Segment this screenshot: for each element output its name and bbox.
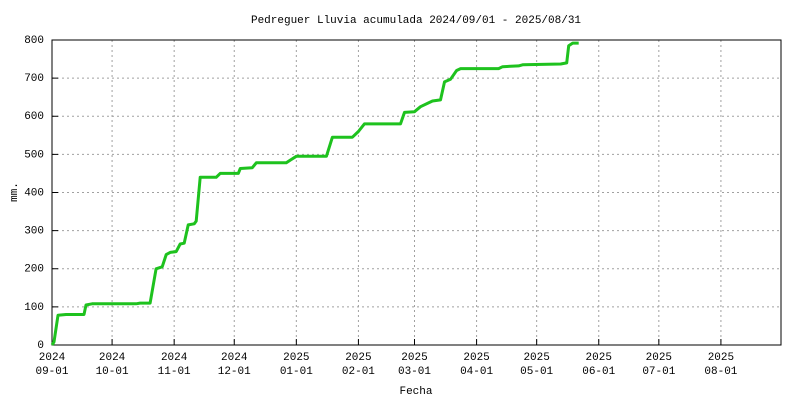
y-axis-label: mm. xyxy=(9,182,21,202)
x-tick-label: 2025 xyxy=(646,352,672,364)
x-tick-label: 2025 xyxy=(345,352,371,364)
x-tick-label: 01-01 xyxy=(280,366,313,378)
y-tick-label: 100 xyxy=(24,302,44,314)
x-tick-label: 05-01 xyxy=(520,366,553,378)
x-tick-label: 12-01 xyxy=(218,366,251,378)
x-tick-label: 02-01 xyxy=(342,366,375,378)
x-tick-label: 2025 xyxy=(463,352,489,364)
y-tick-label: 0 xyxy=(37,340,44,352)
x-tick-label: 2024 xyxy=(99,352,126,364)
x-tick-label: 2024 xyxy=(221,352,248,364)
x-tick-label: 09-01 xyxy=(35,366,68,378)
x-axis-label: Fecha xyxy=(399,386,432,398)
y-tick-label: 400 xyxy=(24,187,44,199)
plot-frame xyxy=(51,39,782,346)
y-tick-label: 500 xyxy=(24,149,44,161)
x-tick-label: 2024 xyxy=(39,352,66,364)
x-tick-label: 07-01 xyxy=(642,366,675,378)
y-tick-label: 600 xyxy=(24,111,44,123)
chart-title: Pedreguer Lluvia acumulada 2024/09/01 - … xyxy=(251,15,581,27)
y-tick-label: 700 xyxy=(24,73,44,85)
x-tick-label: 2025 xyxy=(523,352,549,364)
x-tick-label: 11-01 xyxy=(158,366,191,378)
x-tick-label: 2024 xyxy=(161,352,188,364)
x-tick-label: 03-01 xyxy=(398,366,431,378)
data-line xyxy=(50,41,579,346)
x-tick-label: 04-01 xyxy=(460,366,493,378)
x-tick-label: 10-01 xyxy=(96,366,129,378)
y-tick-label: 200 xyxy=(24,264,44,276)
y-tick-label: 300 xyxy=(24,226,44,238)
y-tick-label: 800 xyxy=(24,35,44,47)
x-tick-label: 2025 xyxy=(586,352,612,364)
x-tick-label: 2025 xyxy=(708,352,734,364)
x-tick-label: 06-01 xyxy=(582,366,615,378)
x-tick-label: 2025 xyxy=(401,352,427,364)
x-tick-label: 08-01 xyxy=(704,366,737,378)
x-tick-label: 2025 xyxy=(283,352,309,364)
